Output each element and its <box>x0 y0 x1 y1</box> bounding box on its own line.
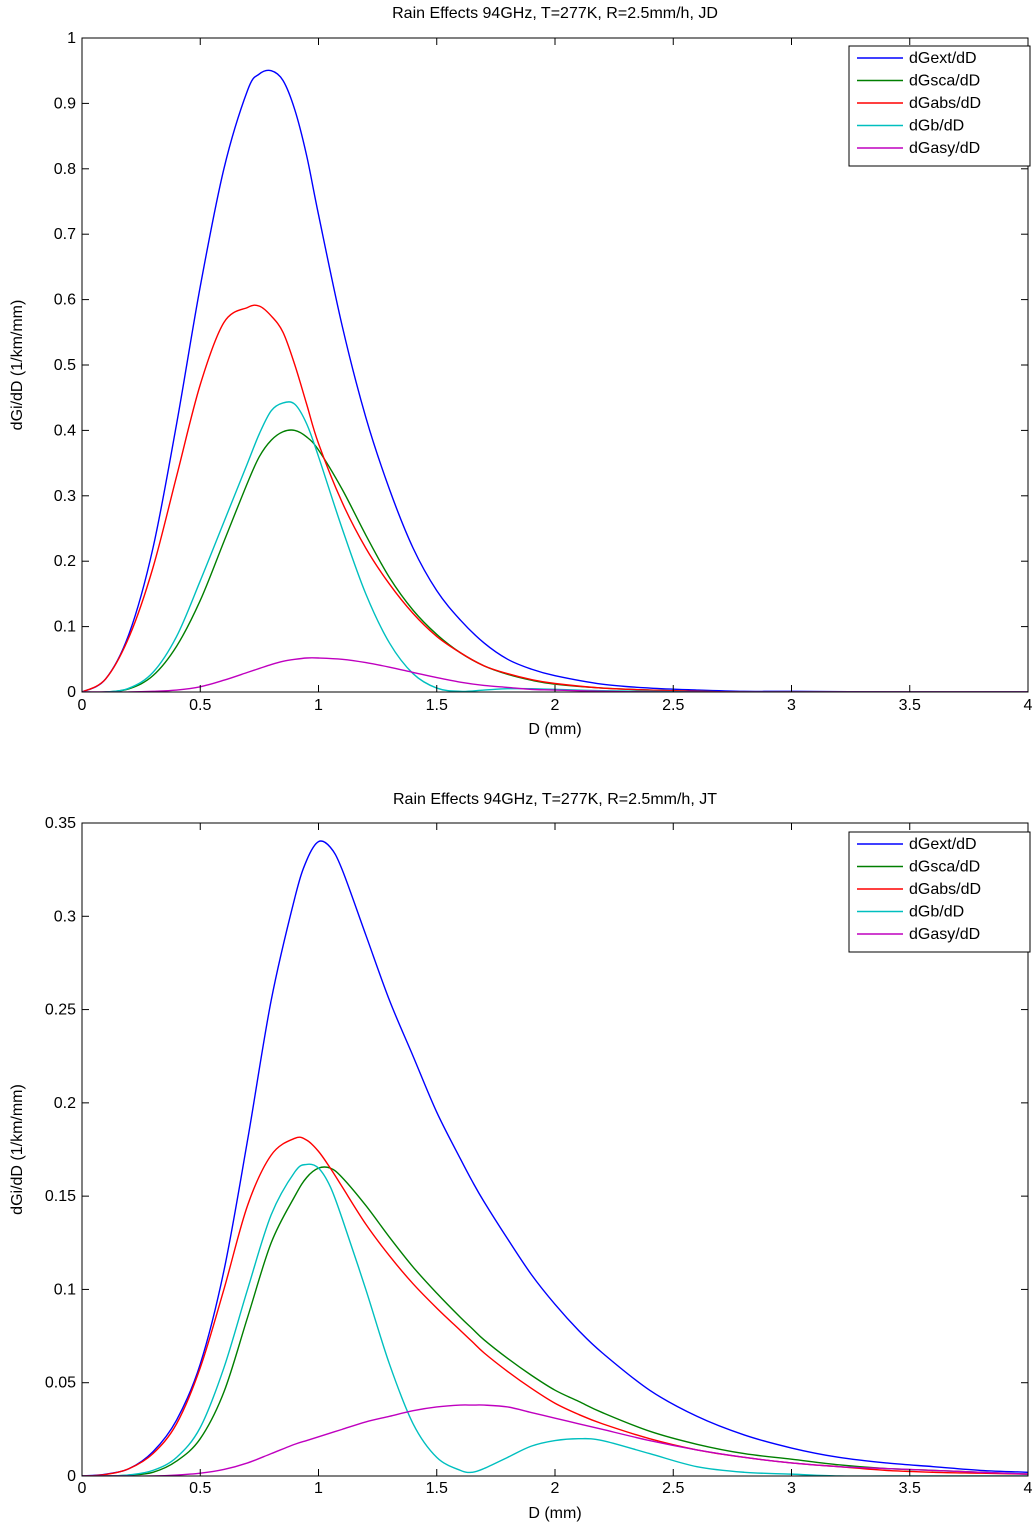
legend-label: dGabs/dD <box>909 881 981 898</box>
y-tick-label: 0.05 <box>45 1375 76 1392</box>
legend: dGext/dD dGsca/dD dGabs/dD dGb/dD dGasy/dD <box>848 45 1031 167</box>
y-tick-label: 0.15 <box>45 1188 76 1205</box>
legend-label: dGb/dD <box>909 118 964 135</box>
y-tick-label: 0.1 <box>54 1281 76 1298</box>
legend-label: dGb/dD <box>909 904 964 921</box>
x-tick-label: 0 <box>78 1480 87 1497</box>
legend-box <box>848 45 1031 167</box>
series-line-dgabsdd <box>82 304 1028 692</box>
y-tick-label: 0.4 <box>54 422 76 439</box>
legend-box <box>848 831 1031 953</box>
y-tick-label: 0.2 <box>54 553 76 570</box>
x-tick-label: 0.5 <box>189 1480 211 1497</box>
x-tick-label: 2 <box>551 697 560 714</box>
x-tick-label: 2.5 <box>662 697 684 714</box>
x-tick-label: 1.5 <box>426 1480 448 1497</box>
y-tick-label: 0.3 <box>54 908 76 925</box>
x-axis-label: D (mm) <box>528 1505 581 1522</box>
series-line-dgbdd <box>82 1163 1028 1476</box>
series-line-dgasydd <box>82 1404 1028 1476</box>
chart-panel-2: Rain Effects 94GHz, T=277K, R=2.5mm/h, J… <box>9 791 1033 1522</box>
y-tick-label: 0.2 <box>54 1095 76 1112</box>
legend-label: dGext/dD <box>909 50 977 67</box>
chart-panel-1: Rain Effects 94GHz, T=277K, R=2.5mm/h, J… <box>9 5 1033 738</box>
x-tick-label: 4 <box>1024 1480 1033 1497</box>
series-line-dgscadd <box>82 429 1028 692</box>
x-tick-label: 4 <box>1024 697 1033 714</box>
y-tick-label: 0.5 <box>54 357 76 374</box>
x-tick-label: 2 <box>551 1480 560 1497</box>
x-tick-label: 3 <box>787 697 796 714</box>
legend-label: dGext/dD <box>909 836 977 853</box>
series-line-dgextdd <box>82 69 1028 692</box>
y-tick-label: 0.6 <box>54 292 76 309</box>
series-line-dgabsdd <box>82 1136 1028 1476</box>
series-line-dgscadd <box>82 1166 1028 1476</box>
x-tick-label: 0 <box>78 697 87 714</box>
x-tick-label: 0.5 <box>189 697 211 714</box>
y-tick-label: 1 <box>67 30 76 47</box>
y-axis-label: dGi/dD (1/km/mm) <box>9 1084 26 1215</box>
x-tick-label: 1 <box>314 697 323 714</box>
x-tick-label: 3.5 <box>899 1480 921 1497</box>
legend-label: dGasy/dD <box>909 140 980 157</box>
legend-label: dGabs/dD <box>909 95 981 112</box>
y-tick-label: 0 <box>67 1468 76 1485</box>
y-tick-label: 0.1 <box>54 619 76 636</box>
chart-title: Rain Effects 94GHz, T=277K, R=2.5mm/h, J… <box>392 5 718 22</box>
y-tick-label: 0.8 <box>54 161 76 178</box>
x-axis-label: D (mm) <box>528 721 581 738</box>
chart-title: Rain Effects 94GHz, T=277K, R=2.5mm/h, J… <box>393 791 717 808</box>
y-tick-label: 0.7 <box>54 226 76 243</box>
x-tick-label: 2.5 <box>662 1480 684 1497</box>
legend-label: dGsca/dD <box>909 73 980 90</box>
x-tick-label: 1.5 <box>426 697 448 714</box>
y-tick-label: 0 <box>67 684 76 701</box>
series-line-dgextdd <box>82 840 1028 1476</box>
legend-label: dGsca/dD <box>909 859 980 876</box>
series-line-dgbdd <box>82 401 1028 692</box>
series-lines <box>82 840 1028 1476</box>
y-tick-label: 0.25 <box>45 1002 76 1019</box>
legend: dGext/dD dGsca/dD dGabs/dD dGb/dD dGasy/dD <box>848 831 1031 953</box>
legend-label: dGasy/dD <box>909 926 980 943</box>
y-axis-label: dGi/dD (1/km/mm) <box>9 300 26 431</box>
y-tick-label: 0.35 <box>45 815 76 832</box>
x-tick-label: 3 <box>787 1480 796 1497</box>
x-tick-label: 3.5 <box>899 697 921 714</box>
y-tick-label: 0.9 <box>54 95 76 112</box>
y-tick-label: 0.3 <box>54 488 76 505</box>
x-tick-label: 1 <box>314 1480 323 1497</box>
